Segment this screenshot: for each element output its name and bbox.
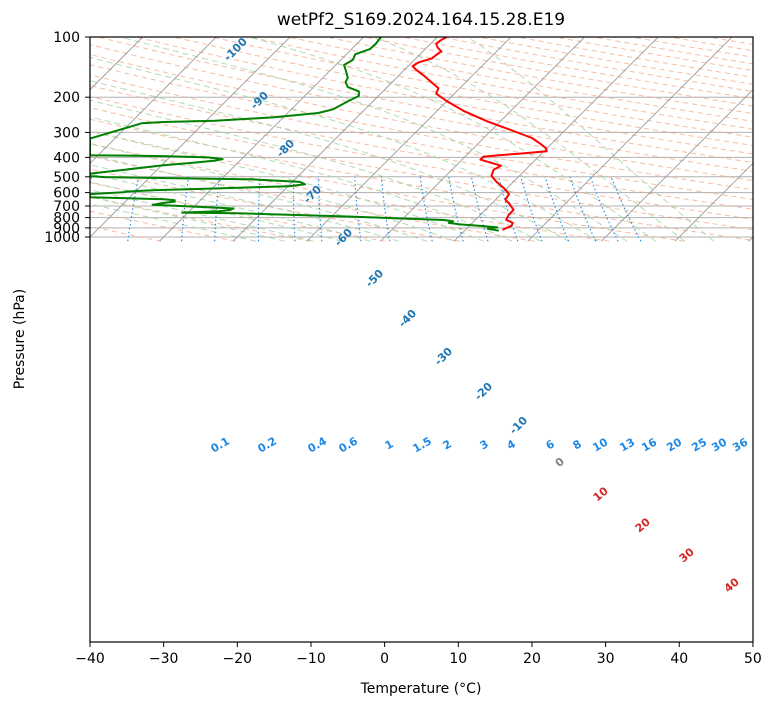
mixing-ratio-line xyxy=(520,176,543,242)
dry-adiabat xyxy=(90,130,684,242)
dry-adiabat xyxy=(90,182,386,242)
isotherm xyxy=(90,37,144,91)
y-tick-label: 800 xyxy=(53,211,80,227)
y-tick-label: 600 xyxy=(53,186,80,202)
moist-adiabat xyxy=(90,203,257,242)
dry-adiabats xyxy=(90,37,753,242)
dry-adiabat xyxy=(90,118,753,241)
x-tick-label: −30 xyxy=(149,651,179,667)
dry-adiabat xyxy=(97,37,753,164)
moist-adiabat xyxy=(248,37,657,242)
dry-adiabat xyxy=(90,64,753,191)
isotherm xyxy=(380,37,586,242)
moist-adiabat xyxy=(90,130,484,242)
x-axis-label: Temperature (°C) xyxy=(360,681,482,697)
moist-adiabat xyxy=(90,56,599,242)
x-tick-label: 30 xyxy=(597,651,615,667)
dry-adiabat xyxy=(173,37,753,146)
moist-adiabat xyxy=(90,143,456,242)
dewpoint-profile xyxy=(90,37,499,232)
isotherm xyxy=(527,37,733,242)
x-tick-label: 20 xyxy=(523,651,541,667)
isotherm xyxy=(601,88,753,242)
x-tick-label: 50 xyxy=(744,651,762,667)
sounding-series xyxy=(90,37,548,232)
isotherm xyxy=(453,37,659,242)
y-tick-label: 900 xyxy=(53,221,80,237)
dry-adiabat xyxy=(90,196,311,242)
temperature-profile xyxy=(411,37,548,231)
x-axis-ticks: −40 −30 −20 −10 0 10 20 30 40 50 xyxy=(75,642,762,667)
mixing-ratio-line xyxy=(610,176,642,242)
y-tick-label: 500 xyxy=(53,170,80,186)
y-tick-label: 300 xyxy=(53,125,80,141)
isotherm xyxy=(232,37,438,242)
y-tick-label: 200 xyxy=(53,90,80,106)
mixing-ratio-line xyxy=(470,176,489,242)
mixing-ratio-lines xyxy=(90,176,642,242)
moist-adiabat xyxy=(90,173,371,242)
mixing-ratio-line xyxy=(498,176,519,242)
moist-adiabat xyxy=(467,37,715,242)
isotherm xyxy=(306,37,512,242)
dry-adiabat xyxy=(90,44,753,172)
moist-adiabat xyxy=(90,189,314,242)
dry-adiabat xyxy=(90,210,236,242)
moist-adiabat xyxy=(374,37,686,242)
isotherm xyxy=(90,37,291,238)
x-tick-label: 0 xyxy=(380,651,389,667)
dry-adiabat xyxy=(211,37,753,138)
mixing-ratio-line xyxy=(569,176,597,242)
moist-adiabat xyxy=(90,116,513,242)
dry-adiabat xyxy=(90,142,610,242)
y-tick-label: 700 xyxy=(53,199,80,215)
x-tick-label: −40 xyxy=(75,651,105,667)
mixing-ratio-line xyxy=(544,176,570,242)
dry-adiabat xyxy=(90,74,753,200)
x-tick-label: 40 xyxy=(670,651,688,667)
isotherms xyxy=(90,37,753,242)
isotherm xyxy=(674,162,753,242)
isotherm xyxy=(90,37,217,164)
y-tick-label: 1000 xyxy=(44,230,80,246)
dry-adiabat xyxy=(90,107,753,231)
moist-adiabat xyxy=(90,196,285,242)
y-tick-label: 400 xyxy=(53,150,80,166)
plot-frame xyxy=(89,36,754,643)
isotherm xyxy=(159,37,365,242)
mixing-ratio-line xyxy=(448,176,464,242)
x-tick-label: −20 xyxy=(223,651,253,667)
chart-title: wetPf2_S169.2024.164.15.28.E19 xyxy=(277,10,565,30)
x-tick-label: 10 xyxy=(449,651,467,667)
moist-adiabat xyxy=(119,37,628,242)
y-tick-label: 100 xyxy=(53,30,80,46)
y-axis-label: Pressure (hPa) xyxy=(12,289,28,389)
mixing-ratio-line xyxy=(419,176,433,242)
dry-adiabat xyxy=(90,155,535,242)
x-tick-label: −10 xyxy=(296,651,326,667)
mixing-ratio-line xyxy=(589,176,619,242)
dry-adiabat xyxy=(90,95,753,220)
